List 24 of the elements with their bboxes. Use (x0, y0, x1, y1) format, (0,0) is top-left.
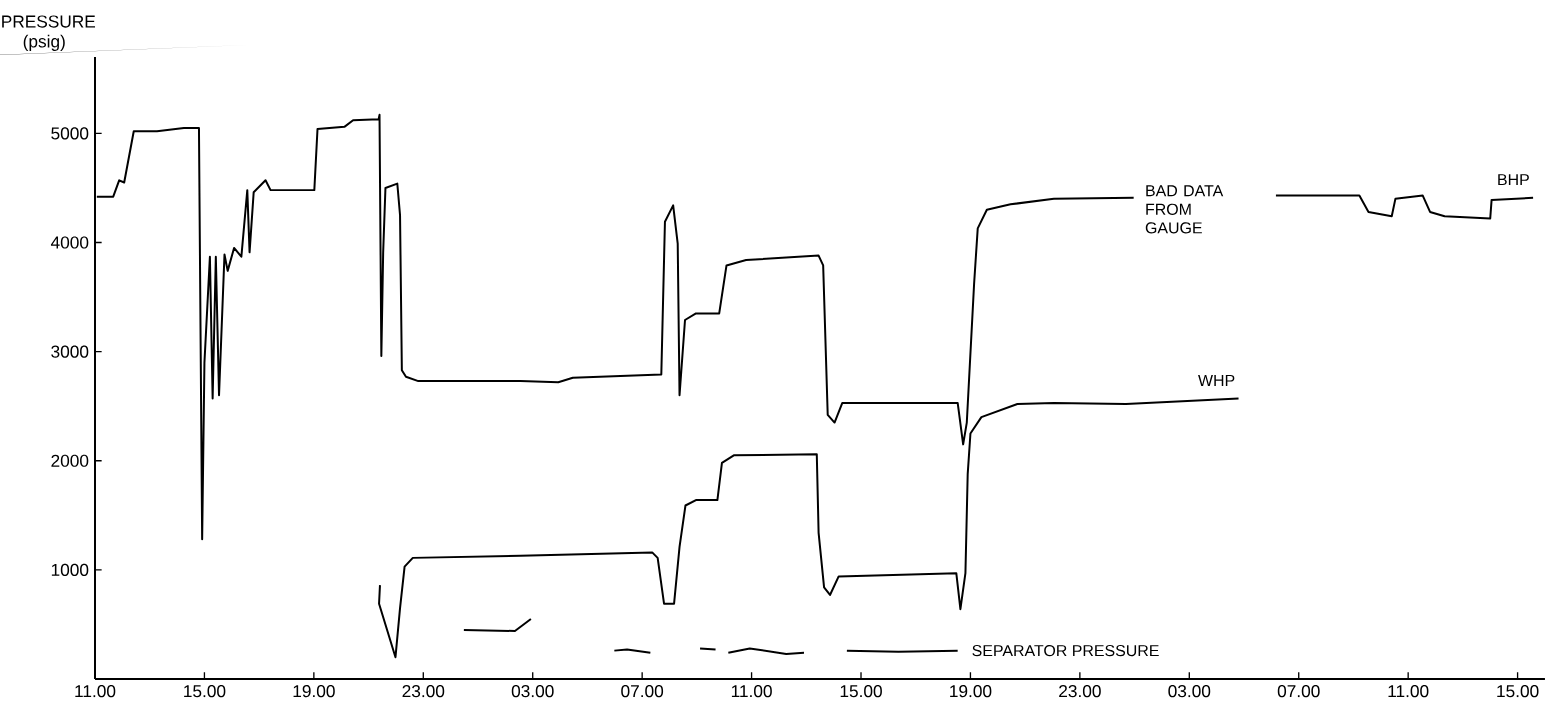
x-tick-label: 15.00 (184, 685, 226, 698)
x-tick-label: 03.00 (1168, 685, 1211, 698)
x-tick-label: 19.00 (293, 685, 335, 698)
x-tick-label: 03.00 (511, 685, 554, 698)
series-label: BHP (1498, 174, 1529, 186)
x-tick-label: 23.00 (402, 685, 445, 698)
x-tick-label: 19.00 (950, 685, 992, 698)
x-tick-label: 11.00 (1388, 685, 1429, 698)
x-tick-label: 15.00 (1497, 685, 1539, 698)
y-tick-label: 3000 (51, 345, 89, 358)
annotation: BAD DATA FROM GAUGE (1145, 185, 1224, 234)
y-tick-label: 5000 (51, 127, 89, 140)
y-tick-label: 2000 (51, 454, 89, 467)
x-tick-label: 23.00 (1059, 685, 1101, 698)
x-tick-label: 11.00 (731, 685, 772, 698)
series-label: SEPARATOR PRESSURE (972, 644, 1159, 657)
x-tick-label: 07.00 (621, 685, 664, 698)
x-tick-label: 07.00 (1277, 685, 1320, 698)
x-tick-label: 11.00 (75, 685, 116, 698)
y-tick-label: 1000 (51, 563, 89, 576)
y-axis-title: PRESSURE (psig) (2, 15, 96, 51)
series-label: WHP (1198, 374, 1235, 386)
x-tick-label: 15.00 (840, 685, 882, 698)
y-tick-label: 4000 (50, 236, 89, 249)
